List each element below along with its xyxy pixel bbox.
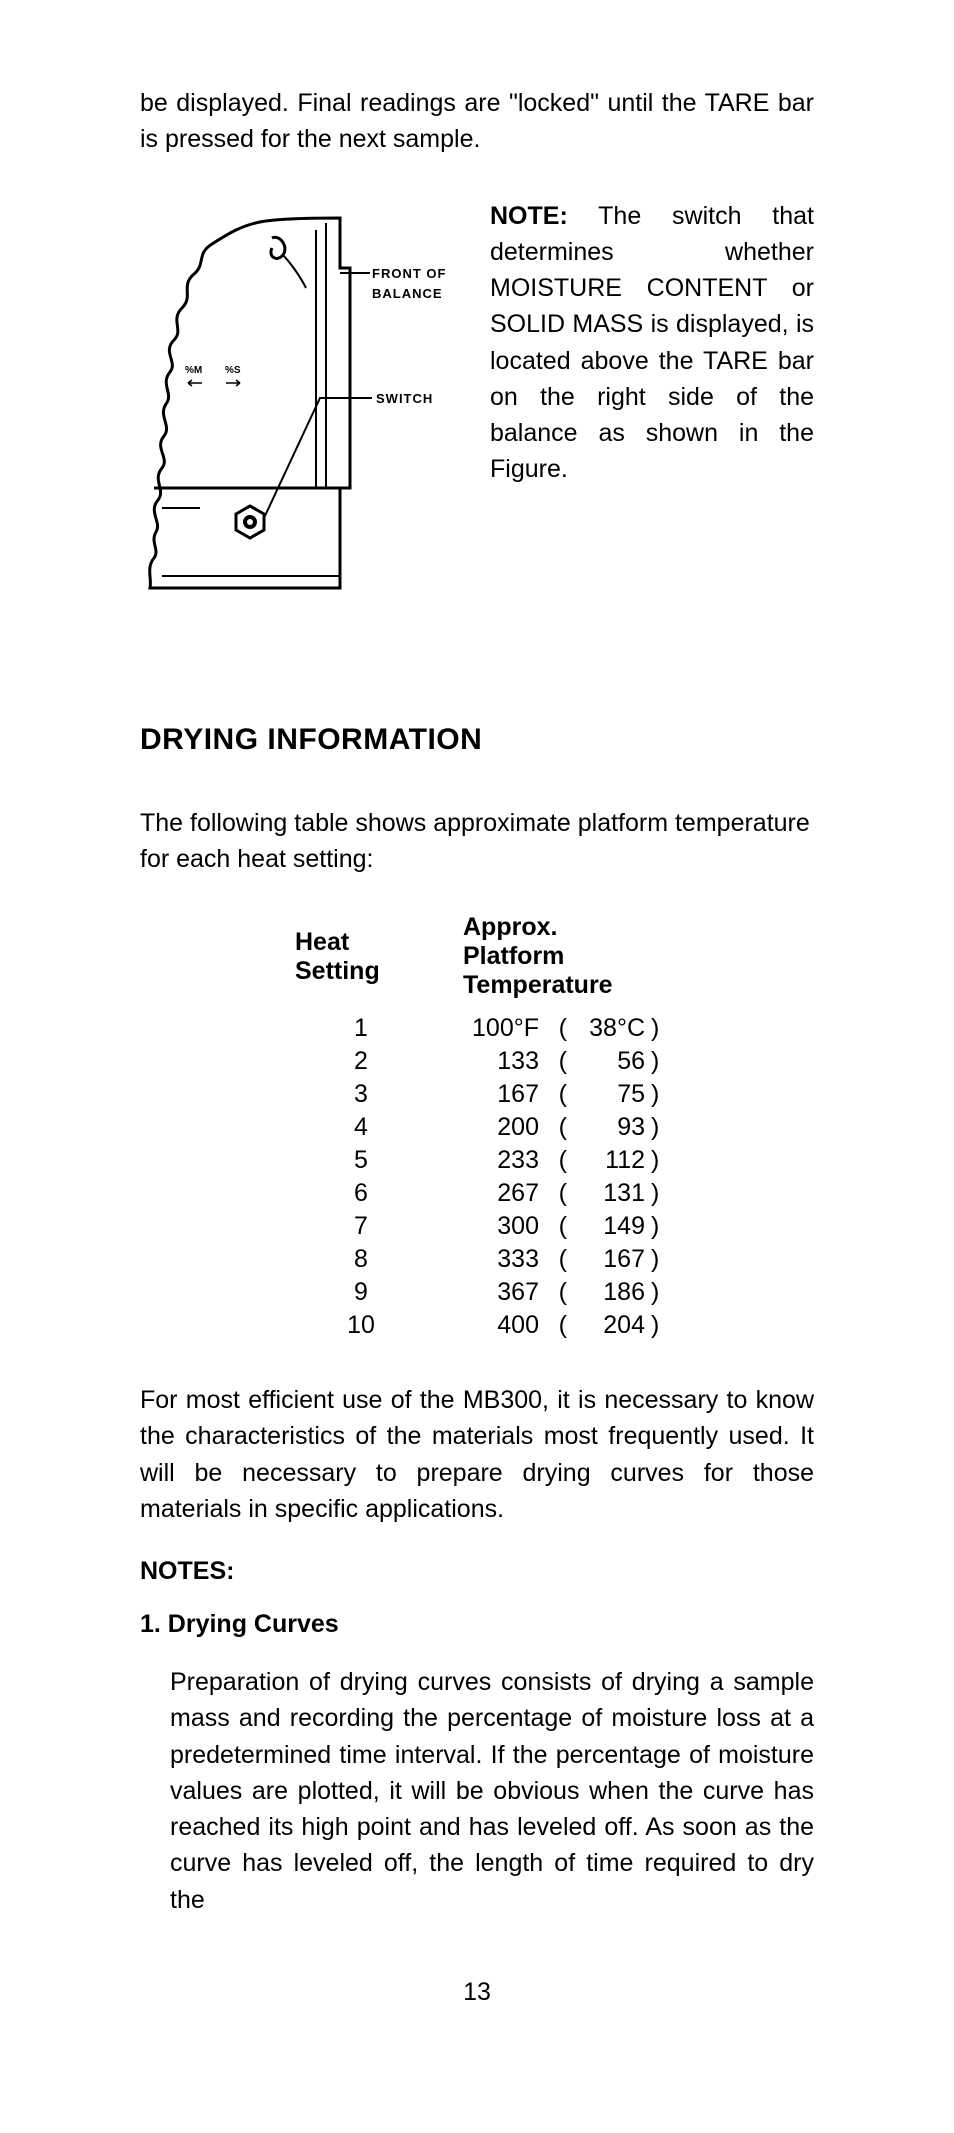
note-item-heading: 1. Drying Curves (140, 1610, 814, 1639)
figure-and-note-row: %M %S FRONT OF BALANCE SWITCH (140, 198, 814, 603)
section-heading: DRYING INFORMATION (140, 723, 814, 757)
document-page: be displayed. Final readings are "locked… (0, 0, 954, 2087)
table-row: 9367(186) (277, 1276, 677, 1309)
note-item-body: Preparation of drying curves consists of… (140, 1664, 814, 1918)
temperature-table: Heat Setting Approx. Platform Temperatur… (277, 913, 677, 1342)
table-header-heat-setting: Heat Setting (277, 913, 445, 1012)
switch-knob-icon (236, 506, 264, 538)
table-row: 4200(93) (277, 1111, 677, 1144)
panel-label-m: %M (185, 365, 202, 376)
table-row: 10400(204) (277, 1309, 677, 1342)
page-number: 13 (140, 1978, 814, 2007)
figure-label-balance: BALANCE (372, 286, 443, 301)
figure-label-front-of: FRONT OF (372, 266, 446, 281)
table-row: 1100°F(38°C) (277, 1012, 677, 1045)
note-paragraph: NOTE: The switch that determines whether… (490, 198, 814, 603)
table-row: 3167(75) (277, 1078, 677, 1111)
balance-diagram-svg: %M %S FRONT OF BALANCE SWITCH (140, 198, 460, 598)
note-text: The switch that determines whether MOIST… (490, 202, 814, 484)
note-label: NOTE: (490, 202, 568, 230)
table-header-row: Heat Setting Approx. Platform Temperatur… (277, 913, 677, 1012)
table-header-platform-temp: Approx. Platform Temperature (445, 913, 677, 1012)
intro-paragraph: be displayed. Final readings are "locked… (140, 85, 814, 158)
balance-figure: %M %S FRONT OF BALANCE SWITCH (140, 198, 460, 603)
table-row: 8333(167) (277, 1243, 677, 1276)
table-row: 6267(131) (277, 1177, 677, 1210)
table-body: 1100°F(38°C) 2133(56) 3167(75) 4200(93) … (277, 1012, 677, 1342)
figure-label-switch: SWITCH (376, 391, 433, 406)
panel-label-s: %S (225, 365, 241, 376)
notes-heading: NOTES: (140, 1557, 814, 1586)
table-intro-paragraph: The following table shows approximate pl… (140, 805, 814, 878)
table-row: 5233(112) (277, 1144, 677, 1177)
table-row: 2133(56) (277, 1045, 677, 1078)
table-row: 7300(149) (277, 1210, 677, 1243)
post-table-paragraph: For most efficient use of the MB300, it … (140, 1382, 814, 1527)
